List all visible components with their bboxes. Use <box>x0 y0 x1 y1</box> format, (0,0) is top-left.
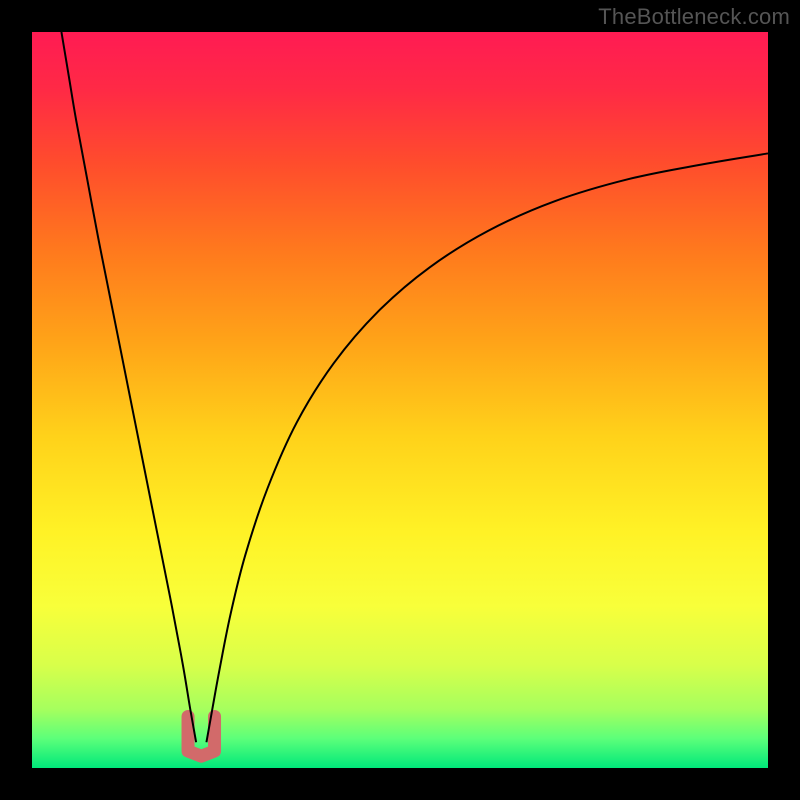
watermark-text: TheBottleneck.com <box>598 4 790 30</box>
bottleneck-chart <box>0 0 800 800</box>
plot-background <box>32 32 768 768</box>
chart-root: TheBottleneck.com <box>0 0 800 800</box>
